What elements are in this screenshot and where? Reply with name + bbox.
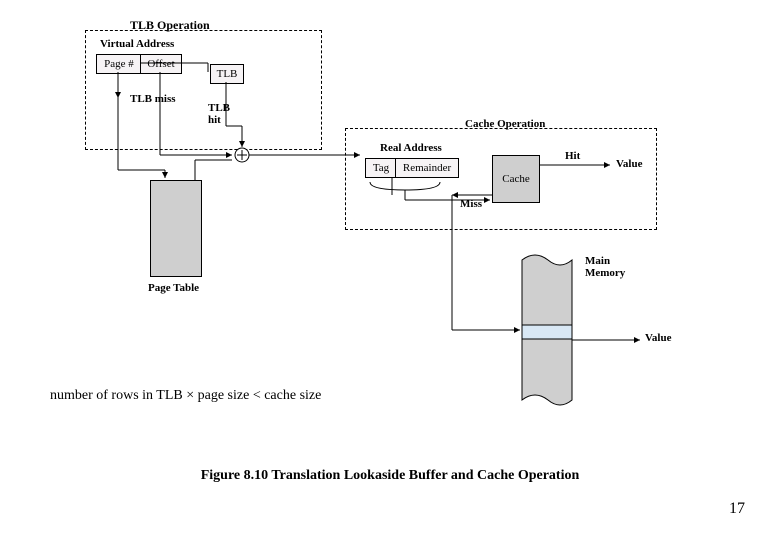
note-text: number of rows in TLB × page size < cach… — [50, 388, 321, 404]
real-address-title: Real Address — [380, 142, 442, 154]
cache-operation-title: Cache Operation — [465, 118, 545, 130]
page-table-box — [150, 180, 202, 277]
cache-value-label: Value — [616, 158, 643, 170]
figure-caption: Figure 8.10 Translation Lookaside Buffer… — [0, 468, 780, 484]
tag-box: Tag — [365, 158, 397, 178]
main-memory-label: Main Memory — [585, 255, 625, 279]
page-number: 17 — [729, 500, 745, 518]
main-memory-value-label: Value — [645, 332, 672, 344]
miss-label: Miss — [460, 198, 482, 210]
remainder-box: Remainder — [395, 158, 459, 178]
hit-label: Hit — [565, 150, 580, 162]
diagram-stage: TLB Operation Virtual Address Page # Off… — [0, 0, 780, 540]
cache-box: Cache — [492, 155, 540, 203]
page-table-label: Page Table — [148, 282, 199, 294]
connectors-svg — [0, 0, 780, 540]
